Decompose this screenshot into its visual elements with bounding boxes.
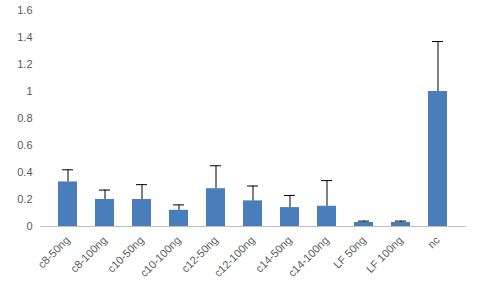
svg-text:1.4: 1.4 bbox=[17, 31, 32, 43]
svg-text:nc: nc bbox=[425, 233, 442, 250]
svg-text:LF 100ng: LF 100ng bbox=[364, 234, 405, 275]
svg-text:c14-50ng: c14-50ng bbox=[253, 233, 294, 275]
svg-text:0.8: 0.8 bbox=[17, 112, 32, 124]
svg-text:c12-100ng: c12-100ng bbox=[212, 234, 257, 279]
svg-text:1.6: 1.6 bbox=[17, 4, 32, 16]
svg-text:0.4: 0.4 bbox=[17, 166, 32, 178]
svg-text:0: 0 bbox=[26, 220, 32, 232]
svg-text:c12-50ng: c12-50ng bbox=[179, 233, 220, 275]
svg-text:1: 1 bbox=[26, 85, 32, 97]
svg-text:c10-50ng: c10-50ng bbox=[105, 233, 146, 275]
svg-text:0.2: 0.2 bbox=[17, 193, 32, 205]
svg-text:c10-100ng: c10-100ng bbox=[138, 234, 183, 279]
svg-text:c8-50ng: c8-50ng bbox=[35, 234, 72, 271]
svg-text:c14-100ng: c14-100ng bbox=[286, 234, 331, 279]
svg-text:0.6: 0.6 bbox=[17, 139, 32, 151]
svg-text:1.2: 1.2 bbox=[17, 58, 32, 70]
svg-text:LF 50ng: LF 50ng bbox=[331, 234, 368, 271]
svg-text:c8-100ng: c8-100ng bbox=[68, 234, 109, 275]
